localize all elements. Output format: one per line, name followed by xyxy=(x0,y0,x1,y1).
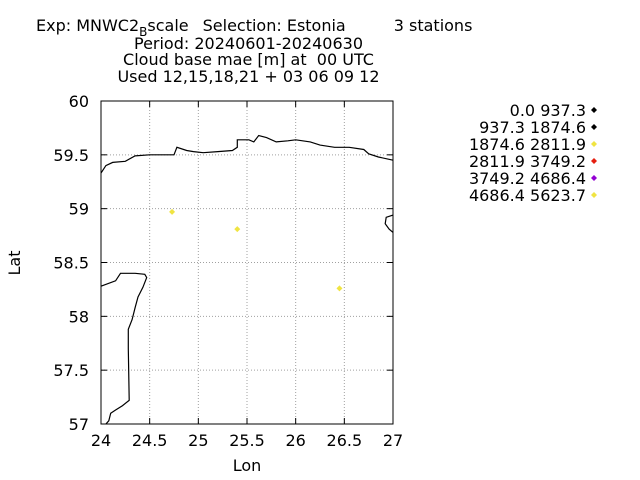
legend-marker xyxy=(591,124,597,130)
grid-lines xyxy=(101,101,393,424)
legend-marker xyxy=(591,192,597,198)
y-axis-label: Lat xyxy=(5,251,24,276)
legend-label: 3749.2 4686.4 xyxy=(469,169,586,188)
y-tick-label: 60 xyxy=(69,92,89,111)
x-axis-ticks: 24 24.5 25 25.5 26 26.5 27 xyxy=(91,101,403,450)
y-tick-label: 57 xyxy=(69,415,89,434)
x-tick-label: 25.5 xyxy=(229,431,265,450)
x-tick-label: 26.5 xyxy=(327,431,363,450)
x-tick-label: 27 xyxy=(383,431,403,450)
coastline xyxy=(100,134,394,174)
title-exp: Exp: MNWC2 xyxy=(36,16,140,35)
legend-marker xyxy=(591,141,597,147)
legend-marker xyxy=(591,175,597,181)
legend-label: 0.0 937.3 xyxy=(510,101,586,120)
legend-marker xyxy=(591,158,597,164)
y-tick-label: 59 xyxy=(69,200,89,219)
coastlines xyxy=(100,134,394,425)
y-axis-ticks: 57 57.5 58 58.5 59 59.5 60 xyxy=(53,92,393,434)
chart-title-line-3: Cloud base mae [m] at 00 UTC xyxy=(123,50,374,69)
y-tick-label: 58.5 xyxy=(53,254,89,273)
y-tick-label: 57.5 xyxy=(53,361,89,380)
legend-label: 4686.4 5623.7 xyxy=(469,186,586,205)
x-axis-label: Lon xyxy=(233,456,262,475)
legend-label: 2811.9 3749.2 xyxy=(469,152,586,171)
station-point xyxy=(234,226,241,233)
title-exp-rest: scale xyxy=(147,16,189,35)
legend-label: 937.3 1874.6 xyxy=(479,118,586,137)
title-exp-subscript: B xyxy=(139,25,148,39)
title-stations: 3 stations xyxy=(393,16,473,35)
chart-title-line-2: Period: 20240601-20240630 xyxy=(133,34,363,53)
x-tick-label: 24.5 xyxy=(132,431,168,450)
station-point xyxy=(169,208,176,215)
legend-marker xyxy=(591,107,597,113)
coastline xyxy=(100,272,148,425)
x-tick-label: 24 xyxy=(91,431,111,450)
x-tick-label: 25 xyxy=(188,431,208,450)
station-points xyxy=(169,208,343,292)
station-point xyxy=(336,285,343,292)
coastline xyxy=(384,214,394,233)
chart-title-line-4: Used 12,15,18,21 + 03 06 09 12 xyxy=(117,67,380,86)
title-selection: Selection: Estonia xyxy=(202,16,346,35)
y-tick-label: 58 xyxy=(69,307,89,326)
x-tick-label: 26 xyxy=(285,431,305,450)
y-tick-label: 59.5 xyxy=(53,146,89,165)
chart-title-line-1: Exp: MNWC2Bscale Selection: Estonia 3 stat… xyxy=(36,16,473,40)
legend-label: 1874.6 2811.9 xyxy=(469,135,586,154)
